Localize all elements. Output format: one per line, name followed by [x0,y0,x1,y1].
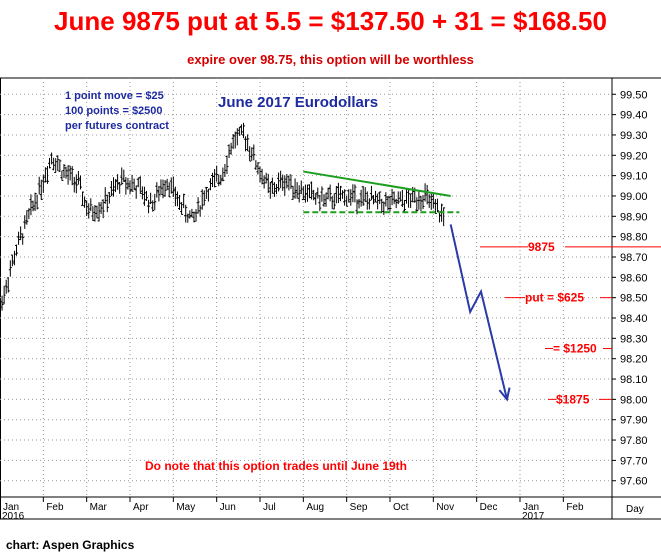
level-label: = $1250 [553,342,597,356]
x-year-label: 2017 [522,511,545,522]
x-tick-label: Jan [523,502,539,513]
headline: June 9875 put at 5.5 = $137.50 + 31 = $1… [54,6,607,36]
y-tick-label: 98.00 [620,394,648,406]
level-label: $1875 [556,392,590,406]
chart-credit: chart: Aspen Graphics [6,538,135,552]
chart-note: per futures contract [65,120,169,132]
x-tick-label: Dec [480,502,498,513]
trendline-upper [303,170,451,197]
x-tick-label: Nov [436,502,454,513]
x-tick-label: Jun [220,502,236,513]
y-tick-label: 99.30 [620,130,648,142]
x-tick-label: Jan [3,502,19,513]
x-tick-label: Aug [306,502,324,513]
x-tick-label: Apr [133,502,149,513]
y-tick-label: 99.00 [620,191,648,203]
y-tick-label: 98.70 [620,252,648,264]
y-tick-label: 97.90 [620,415,648,427]
y-tick-label: 98.10 [620,374,648,386]
y-tick-label: 99.50 [620,89,648,101]
y-tick-label: 98.50 [620,293,648,305]
x-tick-label: Feb [566,502,584,513]
y-tick-label: 99.40 [620,110,648,122]
x-tick-label: Feb [46,502,64,513]
level-label: 9875 [528,240,555,254]
chart-footnote: Do note that this option trades until Ju… [145,459,407,473]
y-tick-label: 99.20 [620,150,648,162]
y-tick-label: 98.20 [620,354,648,366]
x-unit-label: Day [626,504,644,515]
y-tick-label: 98.60 [620,272,648,284]
x-tick-label: May [176,502,195,513]
chart-note: 100 points = $2500 [65,105,163,117]
x-tick-label: Mar [90,502,108,513]
projection-arrowhead [498,387,511,402]
y-tick-label: 97.80 [620,435,648,447]
y-tick-label: 97.60 [620,476,648,488]
y-tick-label: 98.30 [620,333,648,345]
x-tick-label: Oct [393,502,409,513]
y-tick-label: 98.90 [620,211,648,223]
y-tick-label: 97.70 [620,455,648,467]
y-tick-label: 98.80 [620,232,648,244]
chart-note: 1 point move = $25 [65,90,164,102]
x-tick-label: Jul [263,502,276,513]
chart-title: June 2017 Eurodollars [218,94,378,111]
subheadline: expire over 98.75, this option will be w… [187,52,474,67]
projection-arrow [449,224,508,400]
x-tick-label: Sep [350,502,368,513]
y-tick-label: 99.10 [620,171,648,183]
y-tick-label: 98.40 [620,313,648,325]
x-year-label: 2016 [2,511,25,522]
level-label: put = $625 [525,291,584,305]
